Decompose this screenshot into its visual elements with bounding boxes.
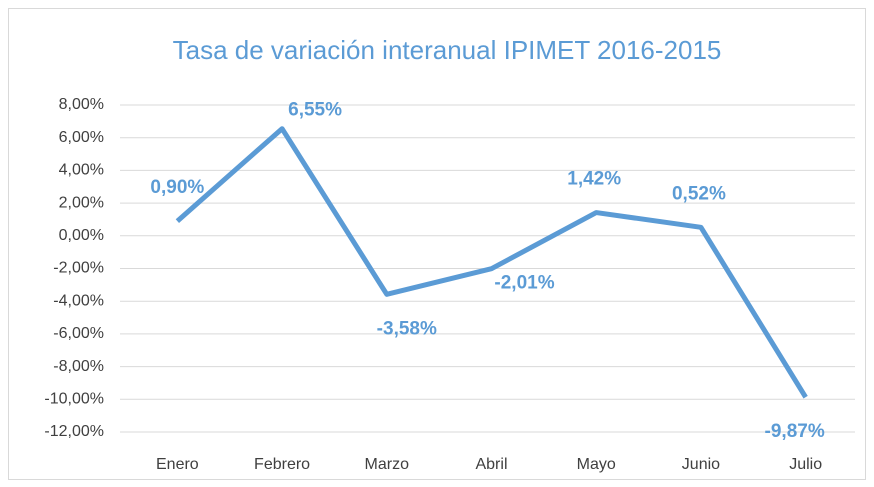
data-label: 0,52% — [672, 183, 726, 204]
data-label: 1,42% — [567, 169, 621, 190]
data-label: 6,55% — [288, 100, 342, 121]
y-tick-label: 8,00% — [59, 96, 104, 113]
x-tick-label: Marzo — [365, 456, 410, 473]
y-tick-label: -8,00% — [53, 358, 104, 375]
chart-title: Tasa de variación interanual IPIMET 2016… — [173, 35, 722, 65]
y-tick-label: -12,00% — [44, 423, 104, 440]
y-tick-label: -2,00% — [53, 260, 104, 277]
x-tick-label: Abril — [475, 456, 507, 473]
y-tick-label: 2,00% — [59, 194, 104, 211]
data-label: -9,87% — [765, 421, 825, 442]
x-tick-label: Enero — [156, 456, 199, 473]
data-label: 0,90% — [150, 177, 204, 198]
y-tick-label: -4,00% — [53, 292, 104, 309]
y-tick-label: -10,00% — [44, 391, 104, 408]
x-tick-label: Julio — [789, 456, 822, 473]
y-tick-label: 4,00% — [59, 162, 104, 179]
y-tick-label: 6,00% — [59, 129, 104, 146]
series-line — [175, 126, 808, 399]
chart-frame — [8, 8, 866, 480]
x-tick-label: Mayo — [577, 456, 616, 473]
x-tick-label: Febrero — [254, 456, 310, 473]
x-tick-label: Junio — [682, 456, 720, 473]
y-tick-label: -6,00% — [53, 325, 104, 342]
y-tick-label: 0,00% — [59, 227, 104, 244]
data-label: -2,01% — [494, 273, 554, 294]
data-label: -3,58% — [377, 318, 437, 339]
